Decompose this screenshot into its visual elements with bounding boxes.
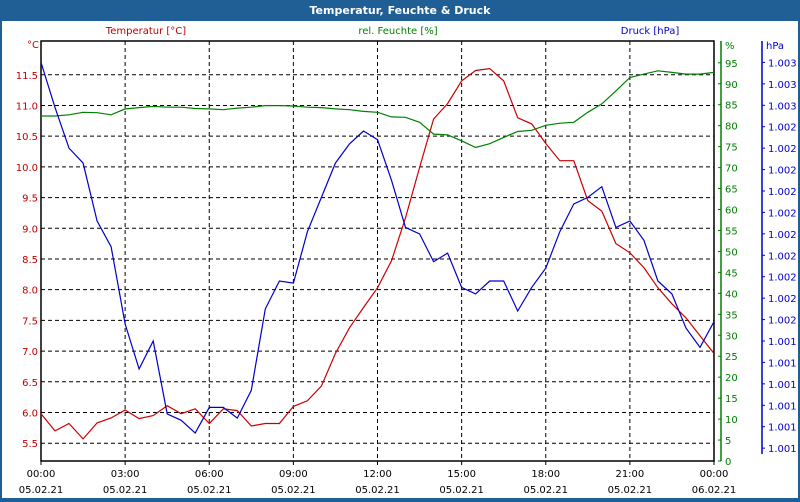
hum-tick-label: 55	[725, 226, 738, 237]
hum-tick-label: 45	[725, 268, 738, 279]
press-unit: hPa	[766, 41, 784, 52]
hum-tick-label: 25	[725, 352, 738, 363]
temp-tick-label: 10.5	[16, 132, 38, 143]
hum-tick-label: 15	[725, 394, 738, 405]
chart-area: Temperatur [°C] rel. Feuchte [%] Druck […	[2, 21, 798, 498]
press-tick-label: 1.002	[768, 273, 797, 284]
series-line-press	[40, 62, 715, 435]
series-lines	[40, 62, 715, 440]
temp-tick-label: 11.5	[16, 71, 38, 82]
x-tick-date: 05.02.21	[271, 485, 316, 496]
hum-tick-label: 10	[725, 415, 738, 426]
temp-unit: °C	[27, 40, 39, 51]
hum-tick-label: 95	[725, 59, 738, 70]
x-tick-date: 05.02.21	[19, 485, 64, 496]
press-tick-label: 1.001	[768, 337, 797, 348]
press-tick-label: 1.001	[768, 358, 797, 369]
hum-tick-label: 85	[725, 101, 738, 112]
x-tick-date: 05.02.21	[355, 485, 400, 496]
x-tick-date: 05.02.21	[103, 485, 148, 496]
press-tick-label: 1.001	[768, 401, 797, 412]
x-tick-date: 05.02.21	[608, 485, 653, 496]
x-tick-date: 05.02.21	[523, 485, 568, 496]
temp-tick-label: 8.0	[22, 286, 38, 297]
press-tick-label: 1.003	[768, 101, 797, 112]
x-tick-time: 00:00	[27, 469, 56, 480]
temp-tick-label: 6.0	[22, 408, 38, 419]
x-tick-date: 05.02.21	[439, 485, 484, 496]
grid	[41, 41, 714, 461]
x-tick-time: 18:00	[531, 469, 560, 480]
press-tick-label: 1.002	[768, 316, 797, 327]
window-title: Temperatur, Feuchte & Druck	[309, 4, 491, 17]
temp-tick-label: 7.5	[22, 316, 38, 327]
press-tick-label: 1.002	[768, 187, 797, 198]
x-tick-time: 06:00	[195, 469, 224, 480]
temp-tick-label: 6.5	[22, 378, 38, 389]
hum-tick-label: 20	[725, 373, 738, 384]
hum-unit: %	[725, 41, 735, 52]
x-tick-time: 15:00	[447, 469, 476, 480]
temp-tick-label: 7.0	[22, 347, 38, 358]
press-tick-label: 1.001	[768, 444, 797, 455]
axes: 5.5 6.0 6.5 7.0 7.5 8.0 8.5 9.0 9.5 10.0 10.5 11.0 1…	[16, 40, 797, 496]
temp-tick-label: 5.5	[22, 439, 38, 450]
press-tick-label: 1.002	[768, 123, 797, 134]
x-tick-time: 00:00	[700, 469, 729, 480]
chart-svg: Temperatur [°C] rel. Feuchte [%] Druck […	[16, 26, 797, 496]
x-tick-date: 06.02.21	[692, 485, 737, 496]
hum-tick-label: 30	[725, 331, 738, 342]
hum-tick-label: 90	[725, 80, 738, 91]
press-tick-label: 1.003	[768, 80, 797, 91]
x-tick-time: 03:00	[111, 469, 140, 480]
x-tick-time: 12:00	[363, 469, 392, 480]
hum-tick-label: 5	[725, 436, 731, 447]
hum-tick-label: 50	[725, 247, 738, 258]
temp-tick-label: 8.5	[22, 255, 38, 266]
press-legend: Druck [hPa]	[621, 26, 680, 37]
press-tick-label: 1.001	[768, 380, 797, 391]
hum-tick-label: 0	[725, 457, 731, 468]
press-tick-label: 1.002	[768, 166, 797, 177]
temp-legend: Temperatur [°C]	[105, 26, 186, 37]
hum-tick-label: 70	[725, 164, 738, 175]
press-tick-label: 1.002	[768, 294, 797, 305]
plot-frame	[40, 40, 715, 462]
press-tick-label: 1.002	[768, 208, 797, 219]
press-tick-label: 1.003	[768, 58, 797, 69]
series-line-hum	[41, 70, 715, 149]
hum-tick-label: 75	[725, 143, 738, 154]
temp-tick-label: 9.0	[22, 224, 38, 235]
series-line-temp	[40, 67, 715, 440]
x-tick-date: 05.02.21	[187, 485, 232, 496]
press-tick-label: 1.001	[768, 423, 797, 434]
press-tick-label: 1.002	[768, 251, 797, 262]
hum-tick-label: 40	[725, 289, 738, 300]
hum-tick-label: 80	[725, 122, 738, 133]
temp-tick-label: 11.0	[16, 101, 38, 112]
hum-legend: rel. Feuchte [%]	[358, 26, 437, 37]
hum-tick-label: 60	[725, 206, 738, 217]
press-tick-label: 1.002	[768, 144, 797, 155]
temp-tick-label: 9.5	[22, 194, 38, 205]
x-tick-time: 21:00	[615, 469, 644, 480]
x-tick-time: 09:00	[279, 469, 308, 480]
temp-tick-label: 10.0	[16, 163, 38, 174]
hum-tick-label: 65	[725, 185, 738, 196]
hum-tick-label: 35	[725, 310, 738, 321]
press-tick-label: 1.002	[768, 230, 797, 241]
